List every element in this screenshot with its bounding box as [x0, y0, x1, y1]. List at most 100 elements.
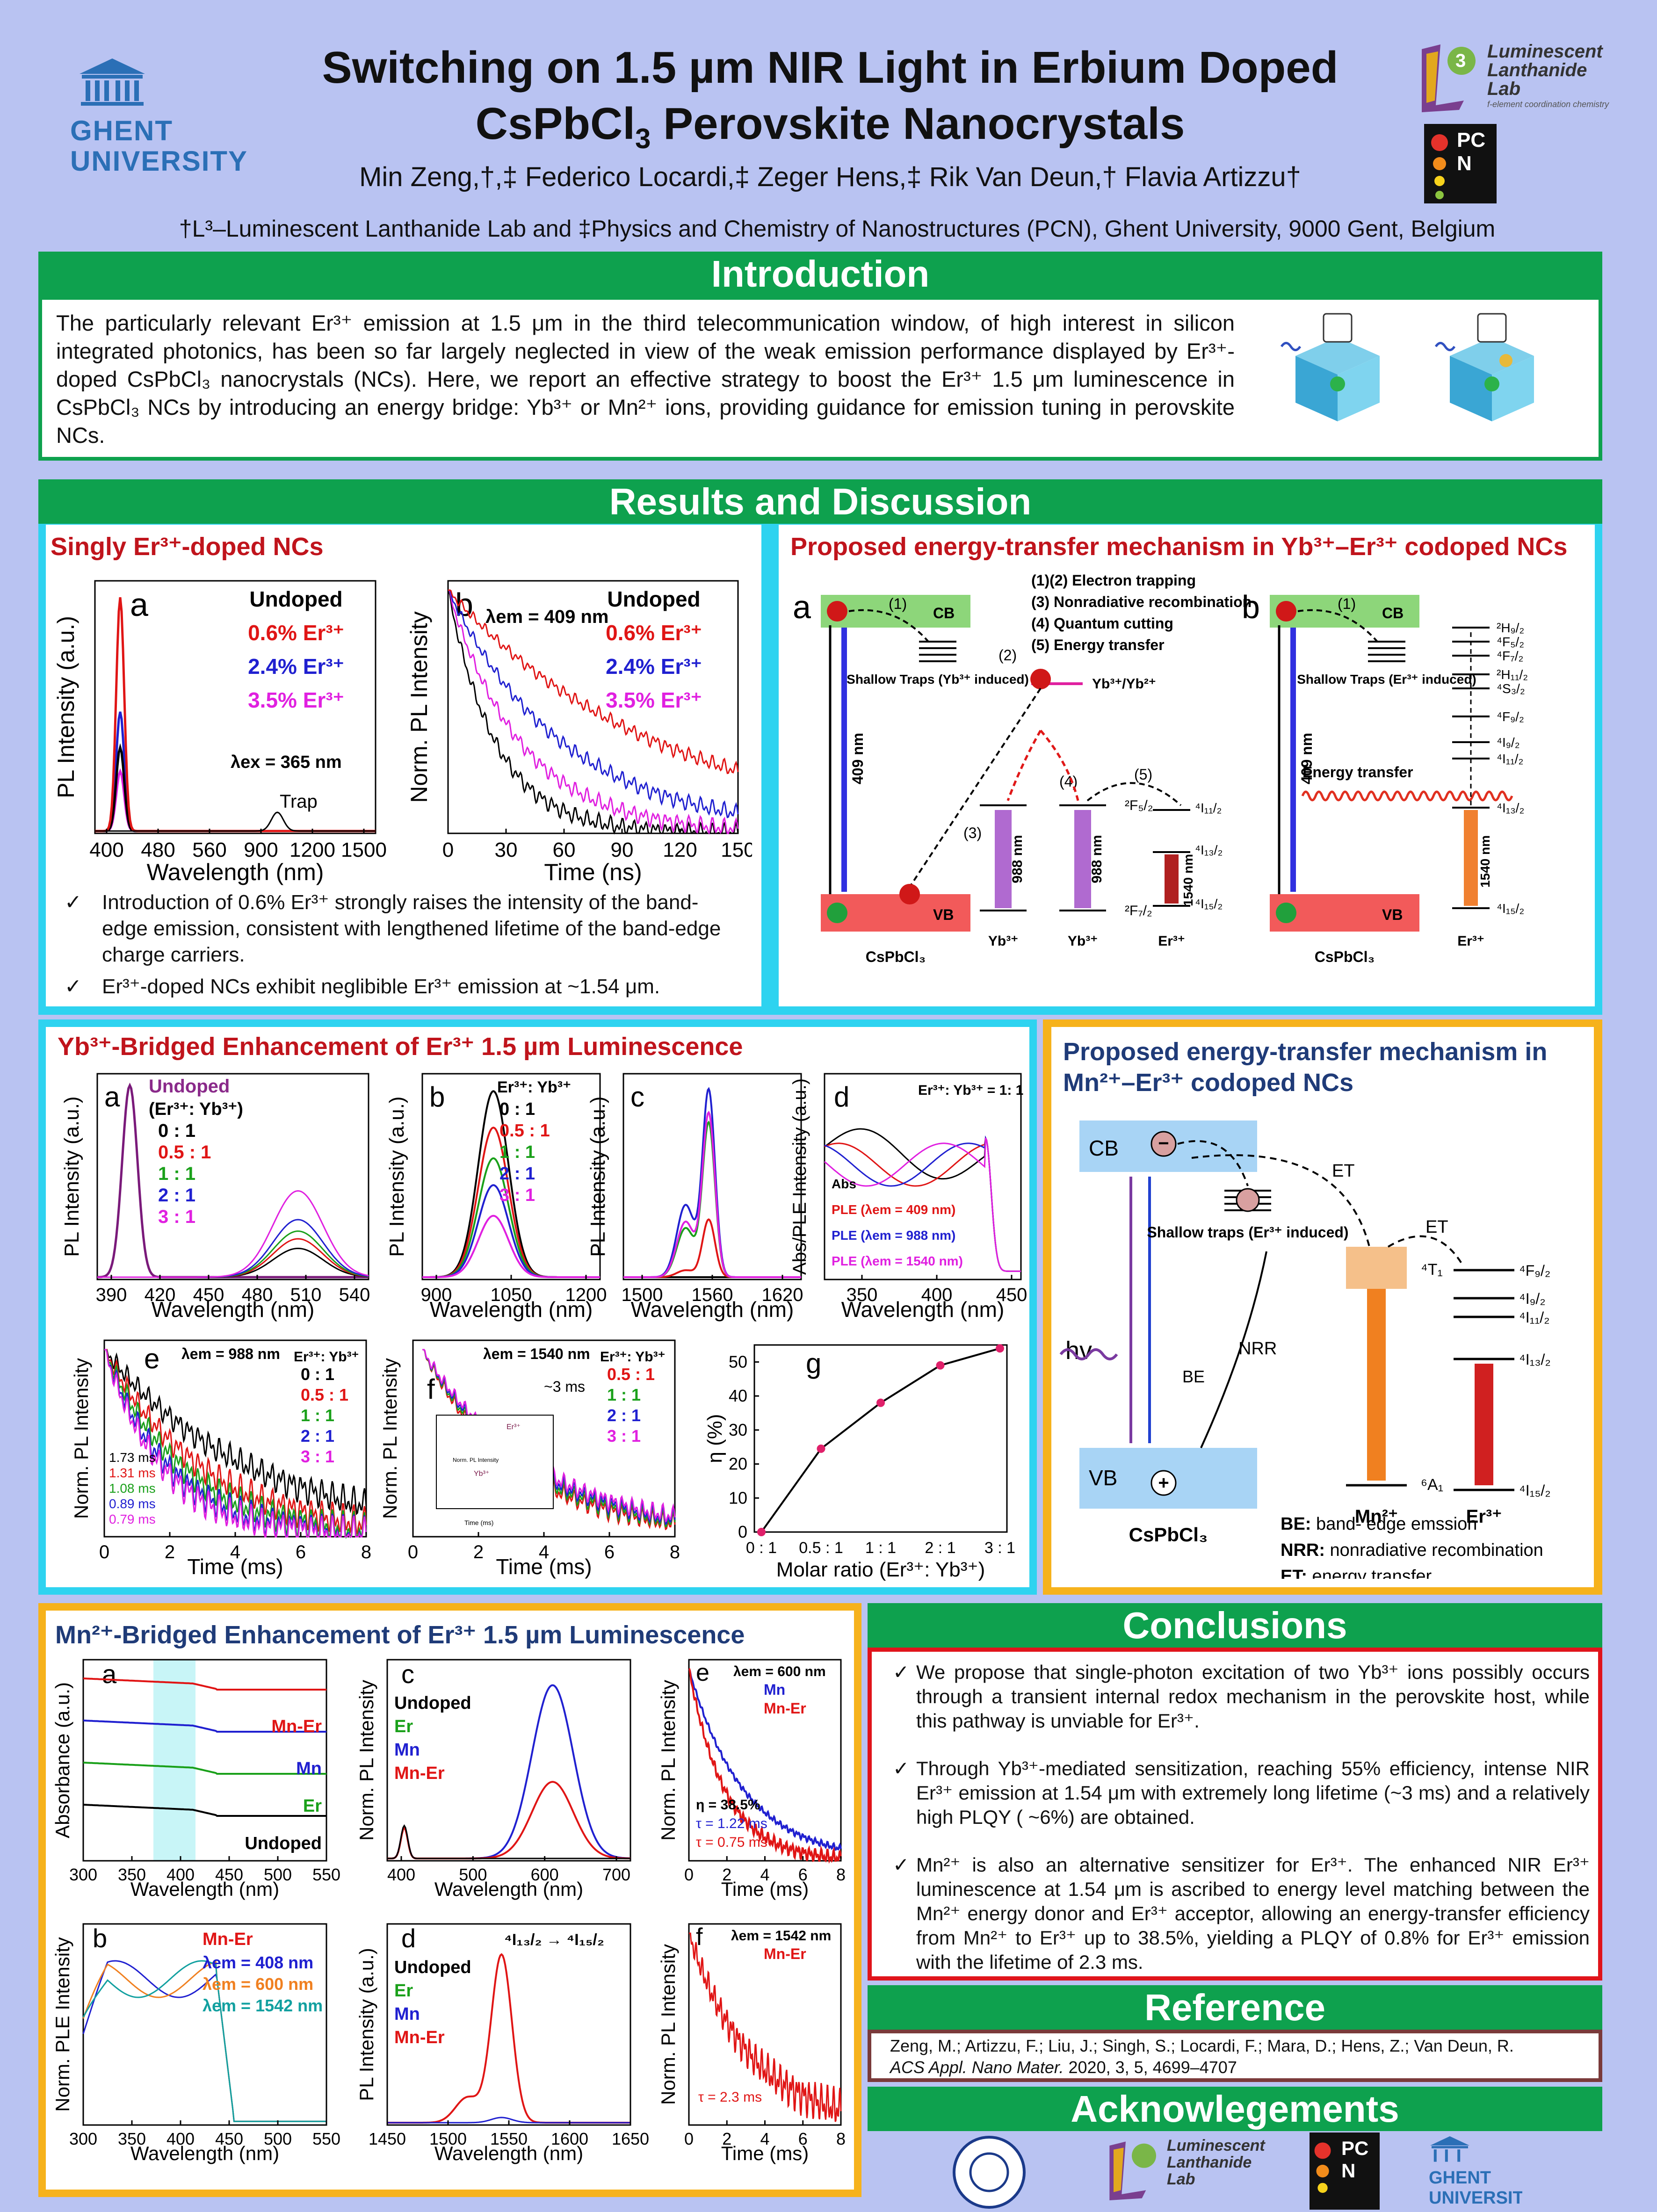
- vb-label: VB: [1382, 906, 1403, 923]
- svg-text:3: 3: [1455, 51, 1466, 71]
- d-legend-entry: PLE (λem = 1540 nm): [832, 1254, 963, 1268]
- abs-legend-entry: Er: [303, 1796, 322, 1816]
- x-tick-label: 350: [847, 1285, 878, 1305]
- er-level-label: ⁴I₉/₂: [1497, 735, 1520, 750]
- singly-a-frame: [94, 580, 376, 834]
- ratio-legend-entry: 0.5 : 1: [607, 1365, 655, 1384]
- mechanism-legend-entry: ET: energy transfer: [1281, 1567, 1432, 1579]
- y-tick-label: 40: [729, 1386, 747, 1405]
- x-tick-label: 1500: [429, 2129, 467, 2148]
- er-level-label: ⁴I₁₁/₂: [1519, 1309, 1550, 1326]
- nm409-label: 409 nm: [1298, 733, 1315, 784]
- singly-title: Singly Er³⁺-doped NCs: [51, 533, 324, 561]
- legend-undoped: Undoped: [149, 1076, 230, 1097]
- mn-f-series-mner: [689, 1932, 842, 2122]
- yb-a-frame: [96, 1073, 369, 1280]
- x-tick-label: 4: [760, 2129, 769, 2148]
- x-axis-label: Wavelength (nm): [130, 2142, 279, 2164]
- x-tick-label: 400: [921, 1285, 953, 1305]
- x-tick-label: 900: [421, 1285, 452, 1305]
- x-tick-label: 1500: [341, 839, 387, 861]
- x-tick-label: 400: [89, 839, 123, 861]
- photon-wave: [1059, 1348, 1118, 1360]
- intro-text: The particularly relevant Er³⁺ emission …: [56, 311, 1235, 448]
- d-legend-entry: PLE (λem = 409 nm): [832, 1202, 955, 1217]
- x-tick-label: 540: [339, 1285, 370, 1305]
- title-line2: CsPbCl3 Perovskite Nanocrystals: [475, 99, 1185, 155]
- cb-label: CB: [933, 605, 955, 622]
- er-level-label: ⁴F₉/₂: [1519, 1262, 1550, 1279]
- e-legend-mner: Mn-Er: [764, 1700, 806, 1717]
- x-axis-label: Wavelength (nm): [430, 1297, 593, 1322]
- x-tick-label: 420: [145, 1285, 176, 1305]
- electron-icon: [1150, 1131, 1177, 1157]
- x-tick-label: 400: [166, 2129, 195, 2148]
- er-label: ⁴I₁₃/₂: [1195, 843, 1223, 857]
- panel-letter: d: [401, 1923, 416, 1953]
- x-tick-label: 450: [996, 1285, 1027, 1305]
- legend-entry: 2.4% Er³⁺: [248, 654, 344, 679]
- x-tick-label: 500: [264, 1865, 292, 1884]
- inset-frame: [436, 1415, 554, 1509]
- yb-mechanism-diagram: a CB VB 409 nm (1) Shallow Traps (Yb³⁺ induce…: [793, 572, 1528, 965]
- yb-redox-label: Yb³⁺/Yb²⁺: [1092, 676, 1156, 692]
- panel-letter: a: [102, 1659, 117, 1689]
- series-line-3: [623, 1087, 801, 1278]
- authors: Min Zeng,†,‡ Federico Locardi,‡ Zeger He…: [359, 162, 1301, 192]
- x-tick-label: 6: [296, 1542, 306, 1562]
- l3-mark-icon: 3: [1422, 44, 1476, 112]
- x-tick-label: 1600: [551, 2129, 588, 2148]
- reference-banner: Reference: [868, 1985, 1602, 2030]
- yb-d-frame: [824, 1073, 1022, 1280]
- ratio-legend-entry: 0 : 1: [301, 1365, 334, 1384]
- x-tick-label: 0: [442, 839, 454, 861]
- shallow-traps-label: Shallow traps (Er³⁺ induced): [1147, 1224, 1348, 1241]
- ack-ghent-line1: GHENT: [1429, 2168, 1491, 2188]
- lifetime-label: 0.89 ms: [109, 1496, 156, 1511]
- series-line-4: [422, 1214, 600, 1278]
- x-tick-label: 480: [242, 1285, 273, 1305]
- lifetime-label: 1.73 ms: [109, 1450, 156, 1465]
- pcn-dots-icon: [1314, 2142, 1331, 2193]
- c-legend-entry: Undoped: [394, 1693, 471, 1713]
- intro-banner: Introduction: [38, 252, 1602, 296]
- hole-icon: [1276, 903, 1296, 923]
- panel-letter: f: [427, 1373, 435, 1405]
- step-text: (1)(2) Electron trapping: [1031, 572, 1196, 589]
- cb-label: CB: [1089, 1136, 1119, 1160]
- x-tick-label: 0: [684, 1865, 694, 1884]
- x-tick-label: 1200: [289, 839, 335, 861]
- series-broad-4: [97, 1190, 369, 1278]
- ack-pcn-text: PCN: [1341, 2137, 1369, 2182]
- c-legend-entry: Mn-Er: [394, 1764, 445, 1783]
- step5-label: (5): [1134, 766, 1152, 783]
- ratio-legend-entry: 1 : 1: [301, 1406, 334, 1425]
- reference-line1: Zeng, M.; Artizzu, F.; Liu, J.; Singh, S…: [890, 2036, 1514, 2055]
- er-ion-label: Er³⁺: [1158, 933, 1185, 949]
- conclusion-item-3: ✓ Mn²⁺ is also an alternative sensitizer …: [893, 1854, 1590, 1973]
- ghent-building-icon: [1430, 2136, 1469, 2162]
- ratio-legend-entry: 1 : 1: [158, 1164, 195, 1184]
- nm988-label: 988 nm: [1089, 835, 1105, 883]
- y-axis-label: Norm. PL Intensity: [379, 1358, 401, 1519]
- mn-mechanism-title: Proposed energy-transfer mechanism in Mn…: [1063, 1038, 1548, 1097]
- x-tick-label: 4: [760, 1865, 769, 1884]
- d-legend-entry: Undoped: [394, 1958, 471, 1977]
- legend-entry: Undoped: [607, 587, 700, 611]
- abs-series-2: [83, 1762, 326, 1775]
- electron-icon: [827, 601, 847, 622]
- er-level-label: ⁴I₁₃/₂: [1519, 1351, 1551, 1368]
- x-axis-label: Time (ms): [721, 2142, 809, 2164]
- perovskite-lattice-illustration: [1280, 313, 1534, 421]
- ratio-header: Er³⁺: Yb³⁺: [497, 1078, 571, 1096]
- c-legend-entry: Er: [394, 1717, 413, 1736]
- x-tick-label: 120: [663, 839, 697, 861]
- y-axis-label: PL Intensity (a.u.): [355, 1948, 377, 2101]
- yb-emission-arrow: [995, 810, 1012, 908]
- x-tick-label: 500: [459, 1865, 487, 1884]
- decay-series-3: [448, 589, 739, 835]
- mechanism-legend-entry: NRR: nonradiative recombination: [1281, 1540, 1543, 1560]
- y-axis-label: Norm. PL Intensity: [406, 611, 432, 802]
- mn-e-series-mn: [688, 1668, 842, 1851]
- x-tick-label: 4: [230, 1542, 240, 1562]
